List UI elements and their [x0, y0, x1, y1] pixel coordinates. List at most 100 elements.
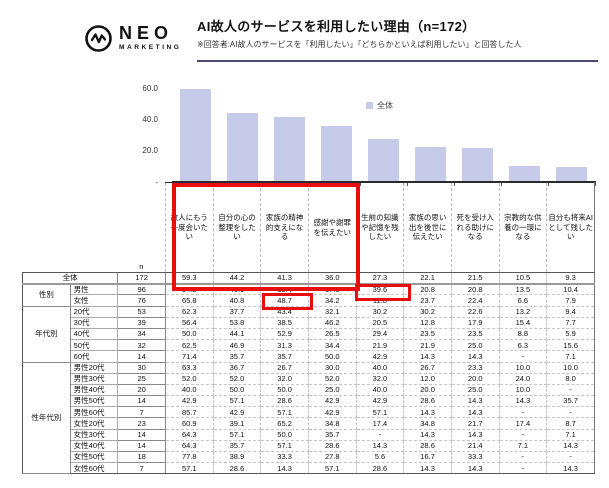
data-table: n 故人にもう一度会いたい 自分の心の整理をしたい 家族の精神的支えになる 感謝や謝罪…: [21, 182, 595, 475]
title-underline: [197, 60, 598, 62]
n-value-cell: 14: [117, 350, 166, 363]
value-cell: -: [498, 350, 548, 363]
value-cell: 48.7: [260, 294, 309, 307]
value-cell: 52.0: [212, 372, 262, 385]
table-row: 性別 男性 96 54.2 46.9 35.4 37.5 39.6 20.8 20.8 13.5 10…: [22, 283, 595, 307]
value-cell: 10.4: [546, 283, 595, 296]
value-cell: 22.6: [450, 305, 500, 318]
row-label-total: 全体: [21, 271, 119, 285]
value-cell: 38.9: [212, 450, 262, 464]
table-row: 50代 32 62.5 46.9 31.3 34.4 21.9 21.9 25.0 6.3 15.6: [23, 339, 595, 352]
n-value-cell: 20: [117, 383, 166, 397]
value-cell: 34.8: [403, 417, 452, 430]
n-value-cell: 14: [117, 395, 166, 408]
row-label: 男性: [69, 283, 119, 296]
category-column-header: 家族の精神的支えになる: [260, 182, 309, 273]
n-value-cell: 96: [117, 283, 166, 296]
bar: [180, 89, 211, 182]
value-cell: 7.9: [546, 294, 595, 307]
value-cell: 33.3: [450, 450, 500, 464]
value-cell: 23.5: [450, 327, 500, 341]
table-row: 性年代別 男性20代 30 63.3 36.7 26.7 30.0 40.0 26.7 23.3 1…: [22, 361, 595, 475]
value-cell: 8.7: [546, 417, 595, 430]
category-column-header: 死を受け入れる助けになる: [450, 182, 500, 273]
value-cell: -: [546, 383, 595, 397]
value-cell: 34.2: [307, 294, 357, 307]
n-value-cell: 14: [117, 428, 166, 441]
bar: [321, 125, 352, 182]
bar: [462, 148, 493, 182]
value-cell: 30.2: [355, 305, 405, 318]
row-group-label: 性別: [22, 283, 71, 307]
value-cell: 64.3: [164, 428, 214, 441]
value-cell: 13.2: [498, 305, 548, 318]
value-cell: 5.9: [546, 327, 595, 341]
value-cell: 52.0: [307, 372, 357, 385]
x-axis-line: [172, 181, 596, 182]
value-cell: 42.9: [307, 406, 357, 419]
row-label: 男性50代: [69, 395, 119, 408]
category-column-header: 家族の思い出を後世に伝えたい: [403, 182, 452, 273]
row-label: 男性40代: [69, 383, 119, 397]
value-cell: 35.4: [260, 283, 309, 296]
n-value-cell: 14: [117, 439, 166, 453]
bar: [227, 112, 258, 182]
value-cell: 6.6: [498, 294, 548, 307]
category-column-header: 宗教的な供養の一環になる: [498, 182, 548, 273]
value-cell: 37.7: [212, 305, 262, 318]
value-cell: 20.0: [450, 372, 500, 385]
value-cell: 40.0: [164, 383, 214, 397]
table-corner-blank: [22, 182, 118, 273]
value-cell: 57.1: [260, 439, 309, 453]
value-cell: 14.3: [546, 462, 595, 475]
row-label: 女性40代: [69, 439, 119, 453]
value-cell: 8.0: [546, 372, 595, 385]
value-cell: -: [546, 450, 595, 464]
value-cell: 42.9: [164, 395, 214, 408]
value-cell: 25.0: [450, 383, 500, 397]
value-cell: 12.0: [403, 372, 452, 385]
value-cell: 14.3: [403, 462, 452, 475]
logo-brand: NEO: [119, 23, 174, 43]
table-row: 40代 34 50.0 44.1 52.9 26.5 29.4 23.5 23.5 8.8 5.9: [23, 327, 595, 341]
value-cell: 28.6: [307, 439, 357, 453]
bar: [509, 165, 540, 182]
value-cell: 62.3: [164, 305, 214, 318]
value-cell: 22.1: [403, 271, 452, 285]
value-cell: 40.0: [355, 361, 405, 374]
table-header: n 故人にもう一度会いたい 自分の心の整理をしたい 家族の精神的支えになる 感謝や謝罪…: [22, 182, 595, 273]
row-label: 30代: [69, 316, 119, 329]
value-cell: 27.8: [307, 450, 357, 464]
value-cell: 17.4: [498, 417, 548, 430]
value-cell: 23.5: [403, 327, 452, 341]
value-cell: 59.3: [164, 271, 214, 285]
value-cell: 32.1: [307, 305, 357, 318]
value-cell: 23.3: [450, 361, 500, 374]
value-cell: 52.0: [164, 372, 214, 385]
row-label: 60代: [69, 350, 119, 363]
y-axis-tick-label: 20.0: [142, 146, 158, 156]
value-cell: 28.6: [403, 395, 452, 408]
row-label: 男性60代: [69, 406, 119, 419]
category-column-header: 生前の知識や記憶を残したい: [355, 182, 405, 273]
value-cell: 15.4: [498, 316, 548, 329]
value-cell: 46.2: [307, 316, 357, 329]
value-cell: 13.5: [498, 283, 548, 296]
value-cell: 7.1: [546, 350, 595, 363]
value-cell: 34.4: [307, 339, 357, 352]
value-cell: 14.3: [403, 406, 452, 419]
row-label: 20代: [69, 305, 119, 318]
n-value-cell: 18: [117, 450, 166, 464]
row-label: 女性30代: [69, 428, 119, 441]
row-group-label: 性年代別: [22, 361, 71, 475]
row-group-label: 年代別: [22, 305, 71, 363]
table-row: 女性50代 18 77.8 38.9 33.3 27.8 5.6 16.7 33.3- -: [23, 450, 595, 464]
value-cell: 42.9: [307, 395, 357, 408]
row-label: 50代: [69, 339, 119, 352]
value-cell: 40.8: [212, 294, 262, 307]
value-cell: 34.8: [307, 417, 357, 430]
title-block: AI故人のサービスを利用したい理由（n=172） ※回答者:AI故人のサービスを…: [197, 16, 599, 50]
value-cell: 44.2: [212, 271, 262, 285]
value-cell: -: [498, 428, 548, 441]
